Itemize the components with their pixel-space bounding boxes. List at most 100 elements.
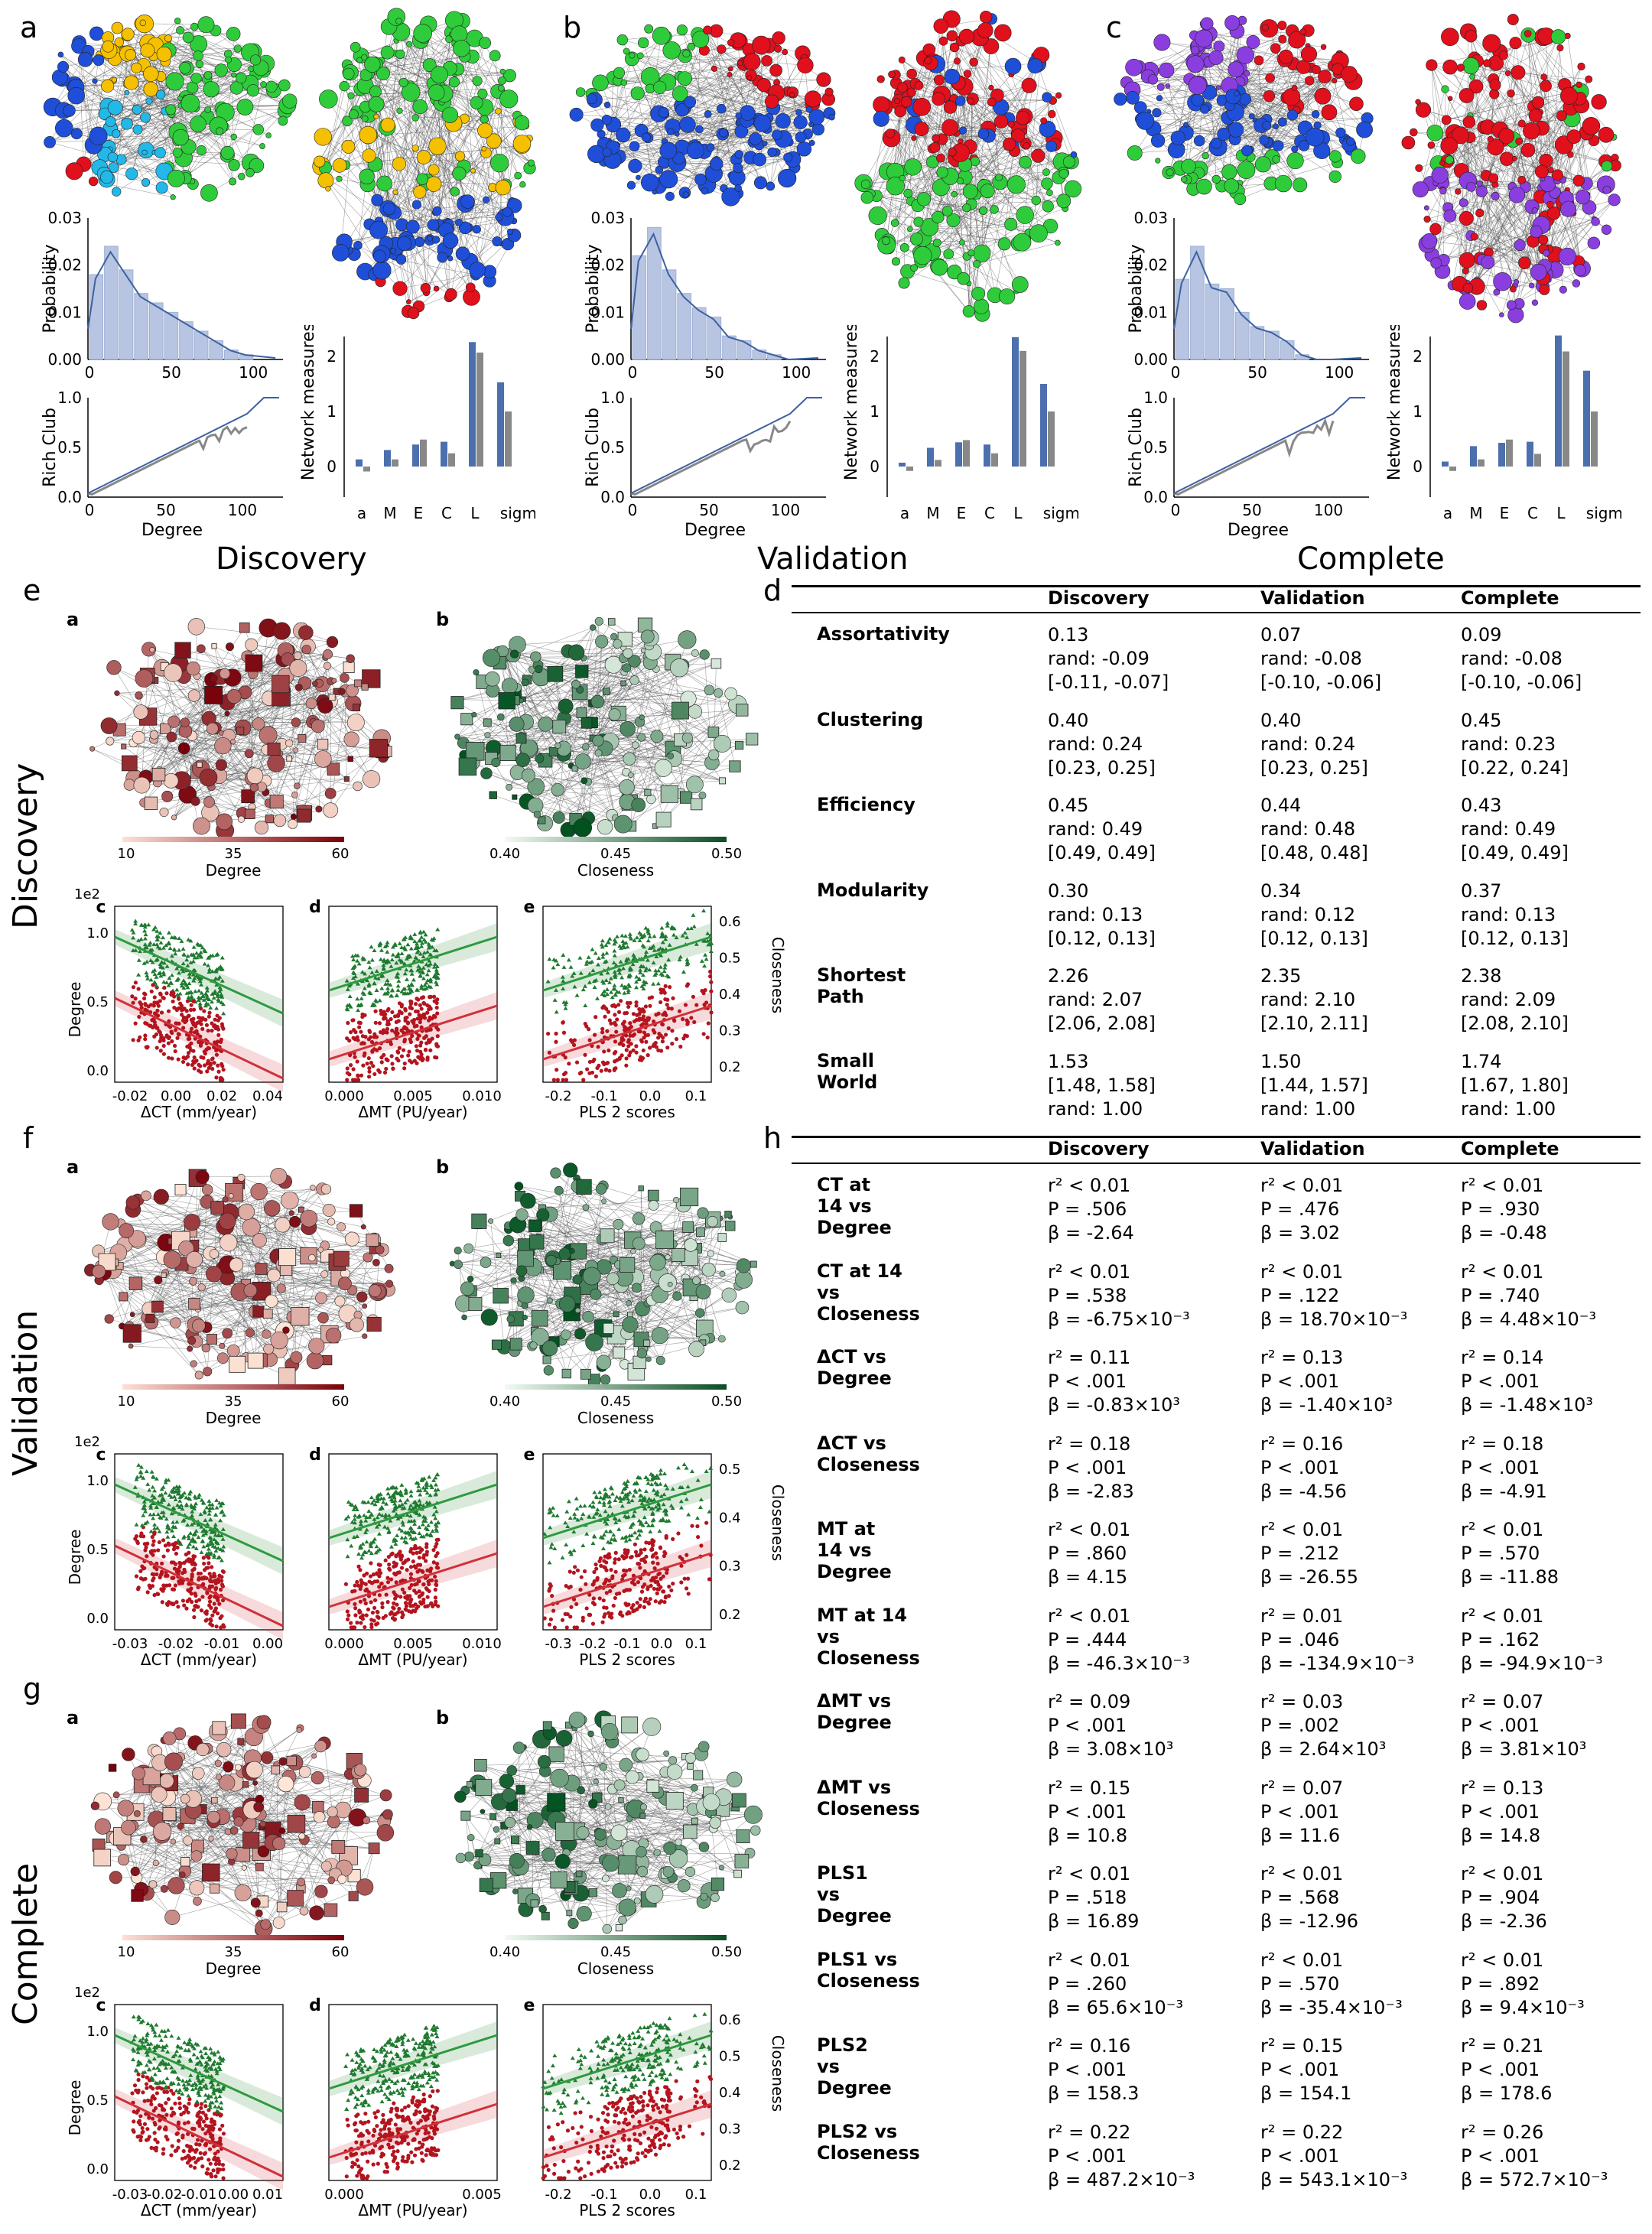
brain-closeness-map: b (421, 1680, 772, 1940)
svg-text:0: 0 (1171, 501, 1181, 519)
svg-text:0.0: 0.0 (57, 488, 82, 506)
svg-text:a: a (67, 609, 79, 630)
table-row-label: Small World (817, 1050, 877, 1093)
table-cell: r² = 0.11 P < .001 β = -0.83×10³ (1048, 1346, 1180, 1417)
measure-bar-random (420, 440, 427, 467)
brain-degree-map: a (57, 581, 409, 841)
svg-text:Rich Club: Rich Club (1127, 408, 1146, 487)
table-cell: 0.40 rand: 0.24 [0.23, 0.25] (1260, 709, 1368, 780)
svg-text:1: 1 (1413, 402, 1423, 421)
measure-bar-observed (1040, 384, 1047, 467)
svg-text:0.00: 0.00 (590, 350, 625, 369)
brain-network (451, 617, 758, 837)
svg-text:0: 0 (327, 457, 337, 476)
svg-text:0.5: 0.5 (600, 438, 625, 457)
hist-bar (1250, 327, 1264, 359)
hist-bar (678, 294, 691, 359)
table-cell: r² < 0.01 P = .444 β = -46.3×10⁻³ (1048, 1605, 1190, 1676)
measure-bar-observed (1527, 442, 1533, 467)
measure-bar-observed (955, 442, 962, 467)
table-cell: 0.45 rand: 0.23 [0.22, 0.24] (1461, 709, 1569, 780)
svg-text:E: E (1500, 504, 1510, 522)
svg-text:Degree: Degree (1228, 521, 1289, 540)
measure-bar-observed (1470, 446, 1477, 467)
svg-text:1: 1 (327, 402, 337, 421)
svg-text:Probability: Probability (584, 244, 603, 333)
table-cell: r² = 0.15 P < .001 β = 154.1 (1260, 2034, 1351, 2106)
svg-text:50: 50 (161, 363, 180, 382)
svg-text:50: 50 (1242, 501, 1261, 519)
table-cell: r² < 0.01 P = .518 β = 16.89 (1048, 1862, 1139, 1933)
svg-text:M: M (926, 504, 939, 522)
table-header: Validation (1260, 1138, 1365, 1159)
svg-text:Closeness: Closeness (769, 937, 787, 1013)
table-cell: 0.43 rand: 0.49 [0.49, 0.49] (1461, 794, 1569, 865)
brain-network (44, 15, 297, 201)
measure-bar-observed (1442, 462, 1449, 467)
svg-text:C: C (984, 504, 995, 522)
svg-text:1.0: 1.0 (57, 389, 82, 407)
svg-text:10: 10 (118, 846, 135, 862)
svg-text:50: 50 (704, 363, 724, 382)
table-cell: 0.34 rand: 0.12 [0.12, 0.13] (1260, 880, 1368, 951)
table-header: Complete (1461, 1138, 1559, 1159)
table-row-label: MT at 14 vs Degree (817, 1518, 892, 1582)
svg-text:0.00: 0.00 (1133, 350, 1168, 369)
svg-text:2: 2 (870, 347, 880, 366)
table-cell: r² < 0.01 P = .570 β = -35.4×10⁻³ (1260, 1949, 1403, 2020)
table-row-label: ΔCT vs Closeness (817, 1432, 920, 1475)
measure-bar-random (935, 460, 941, 467)
brain-network (89, 618, 392, 839)
measure-bar-random (1591, 411, 1598, 467)
svg-text:0: 0 (1171, 363, 1181, 382)
measure-bar-random (906, 467, 913, 471)
table-row-label: CT at 14 vs Degree (817, 1174, 892, 1238)
svg-text:0: 0 (628, 363, 638, 382)
table-cell: r² < 0.01 P = .260 β = 65.6×10⁻³ (1048, 1949, 1183, 2020)
hist-bar (1176, 279, 1189, 359)
hist-bar (105, 246, 119, 359)
table-header: Discovery (1048, 587, 1150, 609)
measure-bar-observed (899, 463, 906, 467)
side-title-discovery: Discovery (6, 763, 45, 929)
table-cell: r² = 0.22 P < .001 β = 543.1×10⁻³ (1260, 2121, 1407, 2192)
svg-text:0.03: 0.03 (1133, 209, 1168, 227)
table-cell: r² < 0.01 P = .904 β = -2.36 (1461, 1862, 1547, 1933)
table-cell: r² = 0.14 P < .001 β = -1.48×10³ (1461, 1346, 1593, 1417)
lateral-brain-b (558, 6, 841, 220)
brain-network (1402, 14, 1621, 323)
svg-text:50: 50 (156, 501, 175, 519)
table-row-label: ΔCT vs Degree (817, 1346, 892, 1389)
table-h-header-rule (792, 1163, 1641, 1164)
measure-bar-observed (441, 442, 447, 467)
side-title-complete: Complete (6, 1863, 45, 2025)
svg-text:0.40: 0.40 (489, 846, 520, 862)
svg-text:50: 50 (699, 501, 718, 519)
svg-text:0: 0 (1413, 457, 1423, 476)
table-row-label: Efficiency (817, 794, 915, 815)
section-label-f: f (23, 1121, 33, 1155)
measure-bar-random (448, 454, 455, 467)
table-row-label: PLS2 vs Closeness (817, 2121, 920, 2164)
table-cell: r² < 0.01 P = .860 β = 4.15 (1048, 1518, 1130, 1589)
svg-text:E: E (414, 504, 424, 522)
hist-bar (633, 255, 646, 359)
table-row-label: PLS2 vs Degree (817, 2034, 892, 2099)
svg-text:1.0: 1.0 (600, 389, 625, 407)
svg-text:M: M (1469, 504, 1482, 522)
svg-text:0.0: 0.0 (1143, 488, 1168, 506)
table-cell: 1.53 [1.48, 1.58] rand: 1.00 (1048, 1050, 1156, 1121)
svg-text:100: 100 (228, 501, 257, 519)
svg-text:0.5: 0.5 (57, 438, 82, 457)
svg-text:2: 2 (1413, 347, 1423, 366)
column-title-complete: Complete (1297, 541, 1445, 577)
